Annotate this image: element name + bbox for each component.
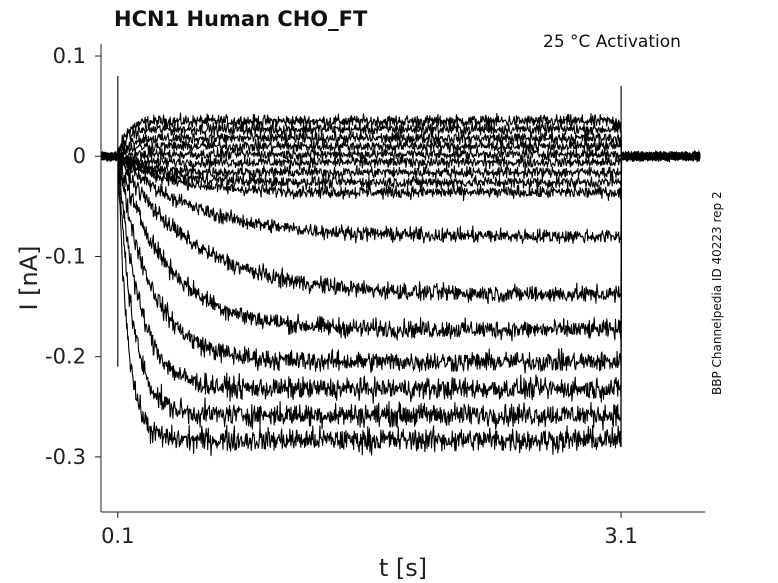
current-trace [100, 150, 701, 342]
current-trace [100, 150, 701, 431]
current-trace [100, 130, 701, 162]
current-trace [100, 112, 701, 161]
y-tick-label: -0.1 [45, 244, 86, 268]
current-trace [100, 151, 701, 181]
current-trace [100, 138, 701, 163]
x-tick-label: 0.1 [101, 524, 134, 548]
current-trace [100, 150, 701, 202]
chart-title: HCN1 Human CHO_FT [114, 7, 368, 31]
current-trace [100, 150, 701, 457]
current-trace [100, 146, 701, 162]
current-trace [100, 121, 701, 162]
dataset-label: BBP Channelpedia ID 40223 rep 2 [710, 191, 724, 395]
y-axis-label: I [nA] [15, 245, 43, 310]
x-ticks: 0.1 3.1 [101, 512, 638, 548]
current-trace [100, 150, 701, 191]
y-tick-label: 0 [73, 144, 86, 168]
trace-group [100, 76, 701, 457]
current-trace [100, 150, 701, 171]
condition-annotation: 25 °C Activation [543, 32, 681, 52]
current-trace [100, 147, 701, 245]
current-trace [100, 151, 701, 305]
y-ticks: 0.1 0 -0.1 -0.2 -0.3 [45, 44, 101, 469]
current-trace [100, 151, 701, 404]
x-axis-label: t [s] [379, 554, 427, 582]
current-trace [100, 151, 701, 374]
y-tick-label: -0.3 [45, 445, 86, 469]
y-tick-label: -0.2 [45, 345, 86, 369]
x-tick-label: 3.1 [604, 524, 637, 548]
y-tick-label: 0.1 [53, 44, 86, 68]
